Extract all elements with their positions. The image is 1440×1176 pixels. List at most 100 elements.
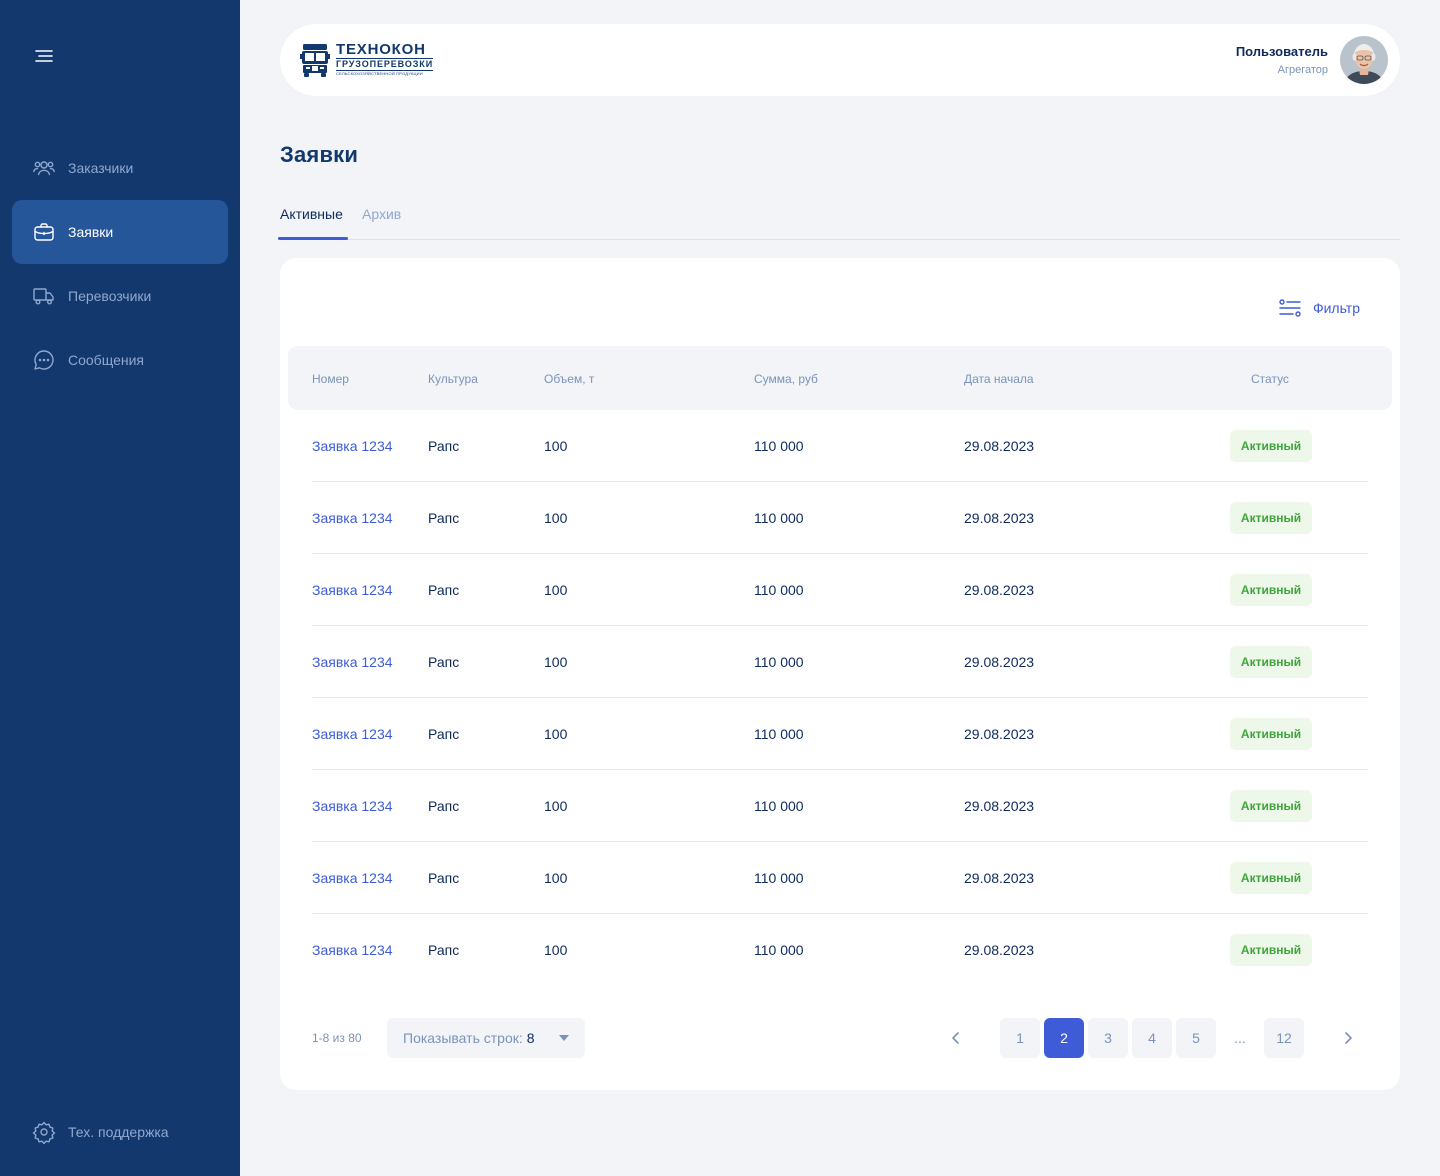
sidebar-item-label: Заявки bbox=[68, 224, 114, 240]
table-row[interactable]: Заявка 1234 Рапс 100 110 000 29.08.2023 … bbox=[312, 626, 1368, 698]
user-role: Агрегатор bbox=[1277, 64, 1328, 76]
status-badge: Активный bbox=[1230, 646, 1312, 678]
page-button-last[interactable]: 12 bbox=[1264, 1018, 1304, 1058]
cell-sum: 110 000 bbox=[754, 438, 804, 454]
table-row[interactable]: Заявка 1234 Рапс 100 110 000 29.08.2023 … bbox=[312, 698, 1368, 770]
cell-date: 29.08.2023 bbox=[964, 654, 1035, 670]
tab-active[interactable]: Активные bbox=[280, 206, 343, 222]
table-row[interactable]: Заявка 1234 Рапс 100 110 000 29.08.2023 … bbox=[312, 554, 1368, 626]
cell-number[interactable]: Заявка 1234 bbox=[312, 654, 393, 670]
tab-active-indicator bbox=[278, 237, 348, 240]
status-badge: Активный bbox=[1230, 934, 1312, 966]
sidebar-item-messages[interactable]: Сообщения bbox=[12, 328, 228, 392]
th-date[interactable]: Дата начала bbox=[964, 372, 1034, 386]
cell-volume: 100 bbox=[544, 798, 568, 814]
tabs: Активные Архив bbox=[278, 200, 1400, 240]
next-page-button[interactable] bbox=[1328, 1018, 1368, 1058]
rows-per-page-value: 8 bbox=[526, 1030, 535, 1046]
tab-archive[interactable]: Архив bbox=[362, 206, 402, 222]
cell-volume: 100 bbox=[544, 654, 568, 670]
chat-icon bbox=[34, 350, 54, 370]
page-title: Заявки bbox=[280, 142, 359, 167]
cell-number[interactable]: Заявка 1234 bbox=[312, 438, 393, 454]
cell-date: 29.08.2023 bbox=[964, 870, 1035, 886]
cell-date: 29.08.2023 bbox=[964, 582, 1035, 598]
sidebar: Заказчики Заявки Перевозчики Сообщения Т… bbox=[0, 0, 240, 1176]
user-profile[interactable]: Пользователь Агрегатор bbox=[1236, 36, 1388, 84]
support-label: Тех. поддержка bbox=[68, 1124, 169, 1140]
orders-card: Фильтр Номер Культура Объем, т Сумма, ру… bbox=[280, 258, 1400, 1090]
cell-culture: Рапс bbox=[428, 438, 460, 454]
th-number[interactable]: Номер bbox=[312, 372, 349, 386]
logo[interactable]: ТЕХНОКОН ГРУЗОПЕРЕВОЗКИ СЕЛЬСКОХОЗЯЙСТВЕ… bbox=[300, 42, 434, 77]
pagination-range: 1-8 из 80 bbox=[312, 1031, 362, 1045]
cell-volume: 100 bbox=[544, 726, 568, 742]
page-button-1[interactable]: 1 bbox=[1000, 1018, 1040, 1058]
th-culture[interactable]: Культура bbox=[428, 372, 478, 386]
sidebar-item-customers[interactable]: Заказчики bbox=[12, 136, 228, 200]
table-row[interactable]: Заявка 1234 Рапс 100 110 000 29.08.2023 … bbox=[312, 770, 1368, 842]
sidebar-item-label: Сообщения bbox=[68, 352, 144, 368]
cell-volume: 100 bbox=[544, 510, 568, 526]
cell-number[interactable]: Заявка 1234 bbox=[312, 798, 393, 814]
avatar[interactable] bbox=[1340, 36, 1388, 84]
page-button-2[interactable]: 2 bbox=[1044, 1018, 1084, 1058]
page-button-3[interactable]: 3 bbox=[1088, 1018, 1128, 1058]
cell-number[interactable]: Заявка 1234 bbox=[312, 870, 393, 886]
gear-icon bbox=[32, 1121, 56, 1144]
cell-sum: 110 000 bbox=[754, 798, 804, 814]
cell-culture: Рапс bbox=[428, 726, 460, 742]
th-sum[interactable]: Сумма, руб bbox=[754, 372, 818, 386]
filter-button[interactable]: Фильтр bbox=[1279, 298, 1360, 318]
cell-date: 29.08.2023 bbox=[964, 942, 1035, 958]
sidebar-item-carriers[interactable]: Перевозчики bbox=[12, 264, 228, 328]
filter-label: Фильтр bbox=[1312, 300, 1360, 316]
page-button-4[interactable]: 4 bbox=[1132, 1018, 1172, 1058]
table-row[interactable]: Заявка 1234 Рапс 100 110 000 29.08.2023 … bbox=[312, 842, 1368, 914]
th-volume[interactable]: Объем, т bbox=[544, 372, 595, 386]
sidebar-item-orders[interactable]: Заявки bbox=[12, 200, 228, 264]
truck-icon bbox=[33, 288, 54, 305]
user-name: Пользователь bbox=[1235, 44, 1328, 59]
top-header: ТЕХНОКОН ГРУЗОПЕРЕВОЗКИ СЕЛЬСКОХОЗЯЙСТВЕ… bbox=[280, 24, 1400, 96]
filter-icon bbox=[1279, 299, 1301, 317]
table-row[interactable]: Заявка 1234 Рапс 100 110 000 29.08.2023 … bbox=[312, 482, 1368, 554]
table-header: Номер Культура Объем, т Сумма, руб Дата … bbox=[288, 346, 1392, 410]
cell-volume: 100 bbox=[544, 582, 568, 598]
sidebar-item-label: Заказчики bbox=[68, 160, 134, 176]
cell-date: 29.08.2023 bbox=[964, 510, 1035, 526]
status-badge: Активный bbox=[1230, 718, 1312, 750]
truck-logo-icon bbox=[300, 43, 330, 77]
users-icon bbox=[33, 161, 55, 176]
cell-volume: 100 bbox=[544, 438, 568, 454]
pagination-ellipsis: ... bbox=[1234, 1030, 1246, 1046]
th-status[interactable]: Статус bbox=[1251, 372, 1289, 386]
cell-culture: Рапс bbox=[428, 654, 460, 670]
sidebar-item-support[interactable]: Тех. поддержка bbox=[12, 1100, 228, 1164]
table-row[interactable]: Заявка 1234 Рапс 100 110 000 29.08.2023 … bbox=[312, 914, 1368, 986]
sidebar-item-label: Перевозчики bbox=[68, 288, 152, 304]
cell-sum: 110 000 bbox=[754, 654, 804, 670]
cell-culture: Рапс bbox=[428, 510, 460, 526]
cell-volume: 100 bbox=[544, 942, 568, 958]
logo-tagline: СЕЛЬСКОХОЗЯЙСТВЕННОЙ ПРОДУКЦИИ bbox=[336, 71, 423, 76]
table-row[interactable]: Заявка 1234 Рапс 100 110 000 29.08.2023 … bbox=[312, 410, 1368, 482]
cell-number[interactable]: Заявка 1234 bbox=[312, 582, 393, 598]
cell-number[interactable]: Заявка 1234 bbox=[312, 726, 393, 742]
page-button-5[interactable]: 5 bbox=[1176, 1018, 1216, 1058]
cell-sum: 110 000 bbox=[754, 870, 804, 886]
cell-number[interactable]: Заявка 1234 bbox=[312, 510, 393, 526]
menu-icon[interactable] bbox=[32, 44, 56, 68]
cell-number[interactable]: Заявка 1234 bbox=[312, 942, 393, 958]
cell-culture: Рапс bbox=[428, 798, 460, 814]
status-badge: Активный bbox=[1230, 862, 1312, 894]
status-badge: Активный bbox=[1230, 574, 1312, 606]
cell-culture: Рапс bbox=[428, 582, 460, 598]
cell-volume: 100 bbox=[544, 870, 568, 886]
chevron-left-icon bbox=[952, 1032, 959, 1044]
prev-page-button[interactable] bbox=[936, 1018, 976, 1058]
briefcase-icon bbox=[34, 223, 54, 241]
cell-sum: 110 000 bbox=[754, 726, 804, 742]
rows-per-page-select[interactable]: Показывать строк: 8 bbox=[387, 1018, 585, 1058]
cell-sum: 110 000 bbox=[754, 510, 804, 526]
